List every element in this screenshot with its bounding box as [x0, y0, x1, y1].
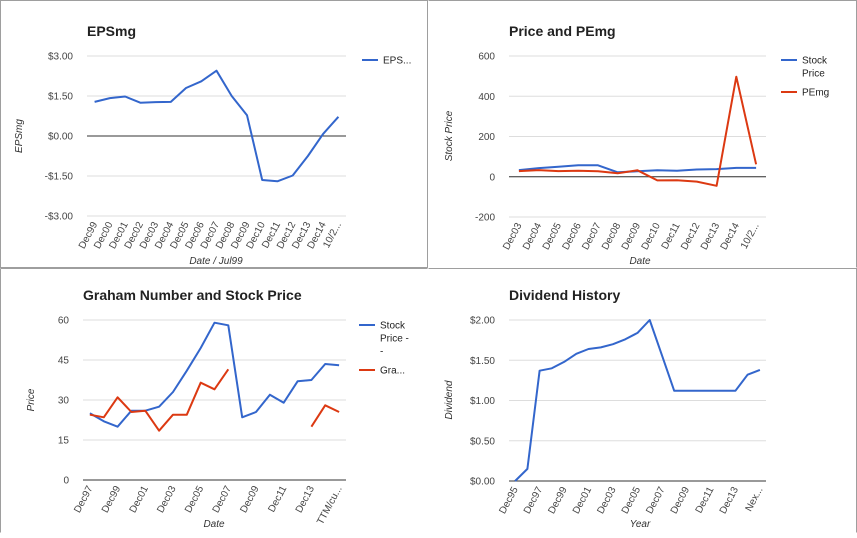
- y-tick-label: $2.00: [470, 316, 495, 327]
- x-tick-label: Nex...: [744, 485, 766, 513]
- y-tick-label: $1.00: [470, 396, 495, 407]
- x-tick-label: Dec09: [669, 485, 692, 516]
- y-tick-label: 30: [58, 396, 70, 407]
- x-tick-label: Dec99: [546, 485, 569, 516]
- series-line-2: [310, 404, 340, 428]
- chart-title: Price and PEmg: [509, 23, 616, 39]
- x-tick-label: Dec95: [497, 485, 520, 516]
- x-axis-label: Date / Jul99: [189, 256, 243, 267]
- panel-border: [0, 0, 428, 268]
- x-tick-label: Dec14: [719, 221, 742, 252]
- panel-border: [0, 268, 428, 533]
- graham-chart-panel: Graham Number and Stock Price 60 45 30 15 0 De…: [0, 268, 428, 533]
- x-tick-label: Dec05: [183, 484, 206, 515]
- x-tick-label: Dec09: [238, 484, 261, 515]
- y-tick-label: 0: [489, 172, 495, 183]
- x-axis-label: Date: [629, 256, 651, 267]
- price_pe-chart-svg: Price and PEmg6004002000-200Dec03Dec04De…: [428, 0, 857, 268]
- chart-title: Graham Number and Stock Price: [83, 287, 302, 303]
- legend-label: Price: [802, 69, 825, 80]
- y-tick-label: -$1.50: [45, 172, 74, 183]
- x-tick-label: Dec97: [522, 485, 545, 516]
- eps-chart-svg: EPSmg$3.00$1.50$0.00-$1.50-$3.00Dec99Dec…: [0, 0, 428, 268]
- x-tick-label: Dec13: [718, 485, 741, 516]
- x-tick-label: Dec11: [694, 485, 717, 515]
- x-tick-label: Dec97: [72, 484, 95, 515]
- y-tick-label: $1.50: [48, 92, 73, 103]
- series-line-1: [89, 321, 340, 428]
- y-tick-label: 400: [478, 92, 495, 103]
- x-tick-label: Dec11: [266, 484, 289, 514]
- legend-label: -: [380, 347, 383, 358]
- x-tick-label: 10/2...: [739, 221, 762, 251]
- x-tick-label: Dec99: [100, 484, 123, 515]
- x-tick-label: Dec01: [571, 485, 594, 516]
- legend-label: PEmg: [802, 88, 829, 99]
- y-tick-label: $0.50: [470, 436, 495, 447]
- y-tick-label: 200: [478, 132, 495, 143]
- chart-title: EPSmg: [87, 23, 136, 39]
- legend-label: Gra...: [380, 366, 405, 377]
- x-tick-label: Dec03: [155, 484, 178, 515]
- x-axis-label: Date: [203, 519, 225, 530]
- y-tick-label: 600: [478, 52, 495, 63]
- y-axis-label: Stock Price: [444, 110, 455, 161]
- y-tick-label: $0.00: [470, 477, 495, 488]
- dividend-chart-panel: Dividend History $2.00 $1.50 $1.00 $0.50 $0.0…: [428, 268, 857, 533]
- x-tick-label: Dec07: [211, 484, 234, 515]
- y-tick-label: $3.00: [48, 52, 73, 63]
- legend-label: Stock: [380, 321, 406, 332]
- y-tick-label: -200: [475, 213, 495, 224]
- y-axis-label: Price: [26, 388, 37, 411]
- y-axis-label: Dividend: [444, 380, 455, 419]
- x-tick-label: TTM/cu...: [315, 484, 345, 526]
- chart-title: Dividend History: [509, 287, 620, 303]
- legend-label: Price -: [380, 334, 409, 345]
- dividend-chart-svg: Dividend History $2.00 $1.50 $1.00 $0.50 $0.0…: [428, 268, 857, 533]
- legend-label: Stock: [802, 56, 828, 67]
- y-tick-label: 15: [58, 436, 70, 447]
- x-tick-label: Dec13: [294, 484, 317, 515]
- x-tick-label: Dec01: [128, 484, 151, 515]
- y-tick-label: 45: [58, 356, 70, 367]
- y-tick-label: 60: [58, 316, 70, 327]
- y-tick-label: 0: [63, 476, 69, 487]
- price-pe-chart-panel: Price and PEmg 600 400 200 0 -200 Dec03 Dec04 De…: [428, 0, 857, 268]
- series-line-1: [94, 69, 340, 183]
- x-tick-label: Dec07: [644, 485, 667, 516]
- graham-chart-svg: Graham Number and Stock Price604530150De…: [0, 268, 428, 533]
- y-tick-label: -$3.00: [45, 212, 74, 223]
- x-tick-label: Dec03: [595, 485, 618, 516]
- series-line-1: [514, 319, 761, 482]
- legend-label: EPS...: [383, 56, 411, 67]
- series-line-2: [518, 75, 758, 187]
- x-axis-label: Year: [630, 519, 651, 530]
- y-axis-label: EPSmg: [14, 119, 25, 153]
- x-tick-label: Dec05: [620, 485, 643, 516]
- eps-chart-panel: EPSmg $3.00 $1.50 $0.00 -$1.50 -$3.00 Dec99 Dec…: [0, 0, 428, 268]
- series-line-2: [89, 368, 230, 432]
- y-tick-label: $1.50: [470, 356, 495, 367]
- x-tick-label: Dec10: [640, 221, 663, 252]
- y-tick-label: $0.00: [48, 132, 73, 143]
